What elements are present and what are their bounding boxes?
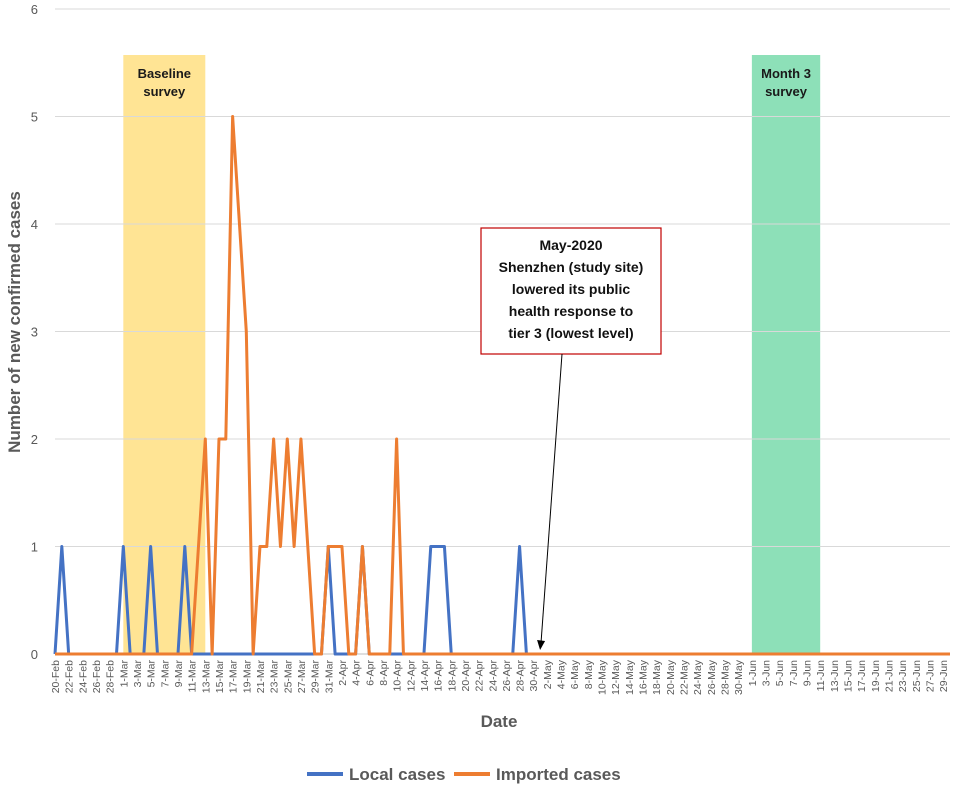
x-tick-label: 24-Feb [77, 660, 89, 693]
x-tick-label: 18-Apr [446, 659, 458, 691]
legend: Local cases Imported cases [307, 765, 621, 784]
x-tick-label: 25-Mar [282, 660, 294, 694]
x-tick-label: 1-Mar [118, 659, 130, 687]
y-tick-label: 0 [31, 647, 38, 662]
x-tick-label: 23-Jun [897, 660, 909, 692]
x-tick-label: 1-Jun [747, 660, 759, 686]
y-tick-label: 5 [31, 110, 38, 125]
x-tick-label: 28-May [720, 659, 732, 695]
shaded-region-label: survey [765, 84, 808, 99]
shaded-region-label: Month 3 [761, 66, 811, 81]
x-tick-label: 7-Mar [159, 659, 171, 687]
x-tick-label: 19-Mar [241, 660, 253, 694]
x-tick-label: 23-Mar [269, 660, 281, 694]
y-tick-label: 4 [31, 217, 38, 232]
shaded-region-1 [123, 55, 206, 654]
legend-label: Imported cases [496, 765, 621, 784]
x-tick-label: 26-May [706, 659, 718, 695]
x-tick-label: 24-May [692, 659, 704, 695]
x-tick-label: 9-Jun [802, 660, 814, 686]
x-tick-label: 11-Mar [187, 660, 199, 693]
annotation-text: May-2020 [539, 237, 602, 253]
x-tick-label: 4-May [556, 659, 568, 689]
annotation-text: lowered its public [512, 281, 630, 297]
series-line-imported [55, 115, 950, 656]
y-tick-label: 3 [31, 325, 38, 340]
y-tick-label: 6 [31, 2, 38, 17]
x-tick-label: 20-Apr [460, 659, 472, 691]
x-tick-label: 21-Mar [255, 660, 267, 694]
x-tick-label: 22-May [679, 659, 691, 695]
shaded-region-label: Baseline [138, 66, 191, 81]
x-tick-label: 26-Apr [501, 659, 513, 691]
x-tick-label: 28-Apr [515, 659, 527, 691]
x-axis-title: Date [481, 712, 518, 731]
x-tick-label: 16-May [638, 659, 650, 695]
x-tick-label: 12-Apr [405, 659, 417, 691]
x-tick-label: 28-Feb [105, 660, 117, 693]
x-tick-label: 15-Mar [214, 660, 226, 694]
x-tick-label: 27-Jun [925, 660, 937, 692]
x-tick-label: 19-Jun [870, 660, 882, 692]
x-tick-label: 7-Jun [788, 660, 800, 686]
x-tick-label: 2-Apr [337, 660, 349, 686]
shaded-region-2 [751, 55, 821, 654]
annotation-box [480, 227, 662, 355]
shaded-region-label: survey [143, 84, 186, 99]
x-tick-label: 15-Jun [843, 660, 855, 692]
x-tick-label: 6-Apr [364, 660, 376, 686]
x-tick-label: 25-Jun [911, 660, 923, 692]
x-tick-label: 5-Mar [146, 659, 158, 687]
annotation-arrow [540, 353, 563, 643]
x-tick-label: 6-May [569, 659, 581, 689]
x-tick-label: 13-Jun [829, 660, 841, 692]
x-tick-label: 3-Mar [132, 659, 144, 687]
x-tick-label: 12-May [610, 659, 622, 695]
x-tick-label: 20-May [665, 659, 677, 695]
x-tick-label: 31-Mar [323, 660, 335, 694]
x-tick-label: 8-Apr [378, 660, 390, 686]
x-tick-label: 29-Mar [310, 660, 322, 694]
x-tick-label: 9-Mar [173, 659, 185, 687]
x-tick-label: 17-Jun [856, 660, 868, 692]
annotation-text: tier 3 (lowest level) [508, 325, 633, 341]
x-tick-label: 3-Jun [761, 660, 773, 686]
annotation-arrowhead [537, 640, 546, 650]
x-tick-label: 30-Apr [528, 659, 540, 691]
x-tick-label: 14-May [624, 659, 636, 695]
x-tick-label: 16-Apr [433, 659, 445, 691]
x-tick-label: 8-May [583, 659, 595, 689]
y-tick-label: 2 [31, 432, 38, 447]
x-tick-label: 26-Feb [91, 660, 103, 693]
x-tick-label: 2-May [542, 659, 554, 689]
y-tick-label: 1 [31, 540, 38, 555]
x-tick-label: 27-Mar [296, 660, 308, 694]
x-tick-label: 5-Jun [774, 660, 786, 686]
x-tick-label: 22-Feb [64, 660, 76, 693]
x-tick-label: 4-Apr [351, 660, 363, 686]
x-tick-label: 10-Apr [392, 659, 404, 691]
x-tick-label: 30-May [733, 659, 745, 695]
x-tick-label: 18-May [651, 659, 663, 695]
x-tick-label: 20-Feb [50, 660, 62, 693]
x-tick-label: 21-Jun [884, 660, 896, 692]
x-tick-label: 22-Apr [474, 659, 486, 691]
x-tick-label: 29-Jun [938, 660, 950, 692]
x-tick-label: 24-Apr [487, 659, 499, 691]
legend-label: Local cases [349, 765, 445, 784]
y-axis-title: Number of new confirmed cases [5, 191, 24, 453]
x-tick-label: 17-Mar [228, 660, 240, 694]
annotation-text: Shenzhen (study site) [499, 259, 644, 275]
annotation-text: health response to [509, 303, 633, 319]
x-tick-label: 11-Jun [815, 660, 827, 691]
x-tick-label: 14-Apr [419, 659, 431, 691]
x-tick-label: 10-May [597, 659, 609, 695]
x-tick-label: 13-Mar [200, 660, 212, 694]
